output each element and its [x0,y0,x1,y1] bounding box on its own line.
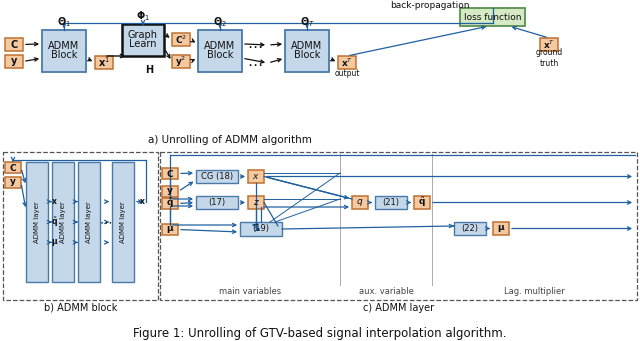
Text: ground
truth: ground truth [536,48,563,68]
Bar [172,55,190,68]
Bar [5,38,23,51]
Bar [42,30,86,72]
Text: $\mathbf{\Theta}_T$: $\mathbf{\Theta}_T$ [300,15,314,29]
Text: $\cdots$: $\cdots$ [99,216,113,228]
Bar [172,33,190,46]
Text: main variables: main variables [219,287,281,297]
Bar [162,224,178,235]
Text: loss function: loss function [464,13,521,21]
Text: $\tilde{\mathbf{q}}$: $\tilde{\mathbf{q}}$ [418,196,426,209]
Text: ADMM layer: ADMM layer [120,201,126,243]
Text: ADMM layer: ADMM layer [60,201,66,243]
Text: Block: Block [51,50,77,60]
Text: $\mathbf{C}$: $\mathbf{C}$ [10,39,19,50]
Text: $\mathbf{\mu}$: $\mathbf{\mu}$ [166,224,174,235]
Text: $\mathbf{y}$: $\mathbf{y}$ [9,177,17,188]
Bar [285,30,329,72]
Text: ADMM: ADMM [291,41,323,51]
Text: $\mathbf{y}$: $\mathbf{y}$ [10,56,18,68]
Text: (17): (17) [209,198,225,207]
Bar [3,152,158,300]
Text: $\mathbf{C}$: $\mathbf{C}$ [9,162,17,173]
Bar [112,162,134,282]
Text: $\mathbf{y}^2$: $\mathbf{y}^2$ [175,54,187,69]
Bar [78,162,100,282]
Bar [95,56,113,69]
Text: (21): (21) [383,198,399,207]
Bar [414,196,430,209]
Text: Block: Block [294,50,320,60]
Text: $\mathit{z}$: $\mathit{z}$ [253,198,259,207]
Text: $\mathbf{C}^2$: $\mathbf{C}^2$ [175,33,187,46]
Text: Lag. multiplier: Lag. multiplier [504,287,565,297]
Text: $\mathit{x}$: $\mathit{x}$ [252,172,260,181]
Bar [198,30,242,72]
Bar [540,38,558,51]
Bar [375,196,407,209]
Text: ADMM: ADMM [204,41,236,51]
Text: $\mathbf{\Theta}_1$: $\mathbf{\Theta}_1$ [57,15,71,29]
Text: Block: Block [207,50,233,60]
Text: $\cdots$: $\cdots$ [247,56,262,71]
Text: aux. variable: aux. variable [358,287,413,297]
Bar [162,198,178,209]
Bar [5,162,21,173]
Bar [493,222,509,235]
Text: $\mathbf{\Phi}_1$: $\mathbf{\Phi}_1$ [136,9,150,23]
Text: ADMM layer: ADMM layer [86,201,92,243]
Text: Figure 1: Unrolling of GTV-based signal interpolation algorithm.: Figure 1: Unrolling of GTV-based signal … [133,326,507,340]
Text: $\mathbf{C}$: $\mathbf{C}$ [166,168,174,179]
Text: (19): (19) [253,224,269,234]
Text: Learn: Learn [129,39,157,49]
Bar [196,196,238,209]
Bar [352,196,368,209]
Bar [26,162,48,282]
Text: $\cdots$: $\cdots$ [247,38,262,53]
Bar [454,222,486,235]
Text: $\mathit{q}$: $\mathit{q}$ [356,197,364,208]
Bar [5,55,23,68]
Text: $\mathbf{x}$: $\mathbf{x}$ [139,197,146,206]
Text: c) ADMM layer: c) ADMM layer [363,303,434,313]
Text: $\tilde{\mathbf{q}}$: $\tilde{\mathbf{q}}$ [51,215,58,229]
Text: b) ADMM block: b) ADMM block [44,303,117,313]
Bar [338,56,356,69]
Text: $\mathbf{x}^T$: $\mathbf{x}^T$ [341,56,353,69]
Text: back-propagation: back-propagation [390,0,470,10]
Text: CG (18): CG (18) [201,172,233,181]
Text: $\mathbf{H}$: $\mathbf{H}$ [145,63,155,75]
Text: Graph: Graph [128,30,158,40]
Bar [248,170,264,183]
Bar [196,170,238,183]
Text: ADMM layer: ADMM layer [34,201,40,243]
Bar [5,177,21,188]
Bar [162,186,178,197]
Bar [248,196,264,209]
Bar [160,152,637,300]
Text: $\mathbf{x}^T$: $\mathbf{x}^T$ [543,38,555,51]
Bar [460,8,525,26]
Text: ADMM: ADMM [49,41,79,51]
Bar [240,222,282,236]
Text: $\mathbf{\mu}$: $\mathbf{\mu}$ [51,237,58,248]
Bar [52,162,74,282]
Bar [122,24,164,56]
Text: $\mathbf{x}$: $\mathbf{x}$ [51,197,58,206]
Text: $\tilde{\mathbf{q}}$: $\tilde{\mathbf{q}}$ [166,197,174,210]
Text: $\mathbf{x}^1$: $\mathbf{x}^1$ [98,56,110,70]
Text: $\mathbf{y}$: $\mathbf{y}$ [166,186,174,197]
Text: output: output [334,70,360,78]
Text: a) Unrolling of ADMM algorithm: a) Unrolling of ADMM algorithm [148,135,312,145]
Text: $\mathbf{\Theta}_2$: $\mathbf{\Theta}_2$ [213,15,227,29]
Text: $\mathbf{\mu}$: $\mathbf{\mu}$ [497,223,505,234]
Bar [162,168,178,179]
Text: (22): (22) [461,224,479,233]
